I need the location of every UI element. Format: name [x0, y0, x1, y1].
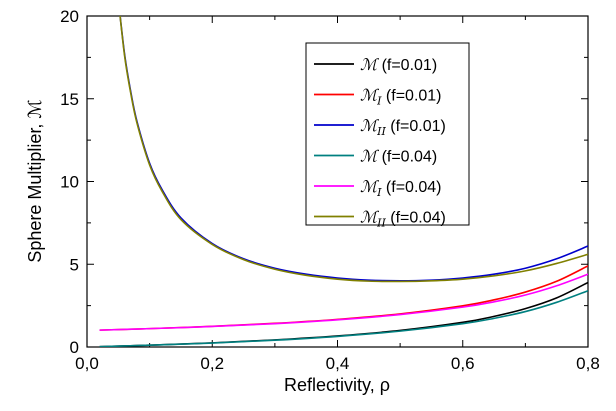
series-line-4 [99, 289, 588, 347]
y-tick-label: 5 [70, 255, 79, 274]
y-tick-label: 20 [60, 7, 79, 26]
legend-label-4: ℳ (f=0.04) [360, 147, 437, 166]
legend-label-6: ℳII (f=0.04) [360, 208, 446, 230]
x-tick-label: 0,0 [75, 354, 99, 373]
x-tick-label: 0,6 [451, 354, 475, 373]
x-tick-label: 0,8 [576, 354, 600, 373]
legend-label-5: ℳI (f=0.04) [360, 177, 442, 199]
x-axis-label: Reflectivity, ρ [284, 375, 390, 395]
y-tick-label: 0 [70, 338, 79, 357]
y-axis-label: Sphere Multiplier, ℳ [25, 99, 45, 262]
legend-box [305, 42, 470, 226]
x-tick-label: 0,4 [326, 354, 350, 373]
legend-label-1: ℳ (f=0.01) [360, 55, 437, 74]
series-line-6 [119, 16, 588, 283]
series-line-5 [99, 273, 588, 331]
tick-labels: 0,0 0,2 0,4 0,6 0,8 0 5 10 15 20 [60, 7, 600, 373]
y-tick-label: 10 [60, 173, 79, 192]
legend: ℳ (f=0.01) ℳI (f=0.01) ℳII (f=0.01) ℳ (f=0.… [305, 42, 470, 230]
series-lines [99, 16, 588, 347]
y-tick-label: 15 [60, 90, 79, 109]
legend-label-2: ℳI (f=0.01) [360, 86, 442, 108]
axis-ticks [86, 15, 589, 348]
x-tick-label: 0,2 [200, 354, 224, 373]
legend-label-3: ℳII (f=0.01) [360, 116, 446, 138]
